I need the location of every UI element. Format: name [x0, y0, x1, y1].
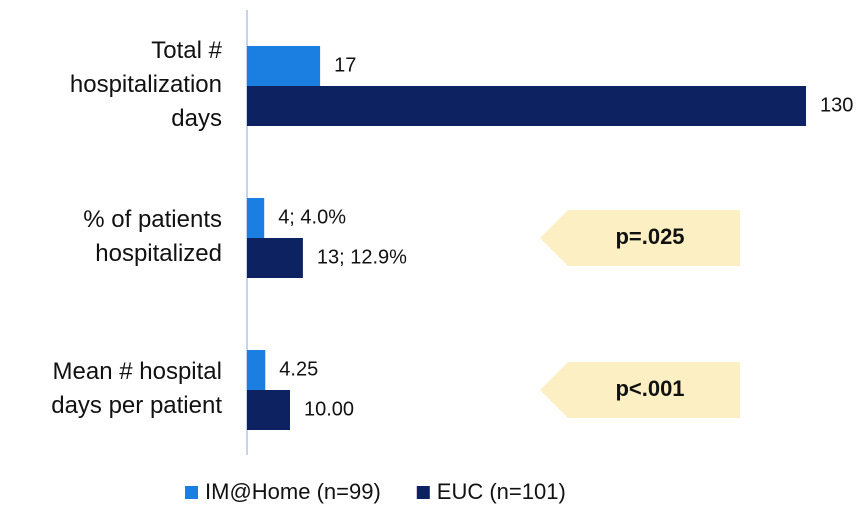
value-label: 4.25: [279, 358, 318, 380]
legend-swatch: [185, 486, 198, 499]
category-line: % of patients: [83, 206, 222, 233]
category-line: days per patient: [51, 392, 222, 419]
category-label: Mean # hospital days per patient: [51, 358, 222, 419]
value-label: 4; 4.0%: [278, 206, 346, 228]
legend-label: EUC (n=101): [437, 479, 566, 504]
callout: [540, 210, 740, 266]
value-label: 13; 12.9%: [317, 246, 407, 268]
bar: [247, 198, 265, 238]
category-line: Total #: [151, 37, 222, 64]
annotation: p<.001: [615, 376, 684, 401]
category-line: Mean # hospital: [53, 358, 222, 385]
bar: [247, 390, 290, 430]
annotation: p=.025: [615, 224, 684, 249]
bar: [247, 86, 806, 126]
bar: [247, 350, 266, 390]
category-line: hospitalized: [95, 240, 222, 267]
category-label: Total # hospitalization days: [70, 37, 223, 132]
bar: [247, 238, 303, 278]
bar: [247, 46, 321, 86]
category-line: days: [171, 105, 222, 132]
value-label: 10.00: [304, 398, 354, 420]
value-label: 130: [820, 94, 853, 116]
category-line: hospitalization: [70, 71, 222, 98]
legend-swatch: [416, 486, 430, 499]
legend-label: IM@Home (n=99): [205, 479, 381, 504]
category-label: % of patients hospitalized: [83, 206, 222, 267]
value-label: 17: [334, 54, 356, 76]
callout: [540, 362, 740, 418]
